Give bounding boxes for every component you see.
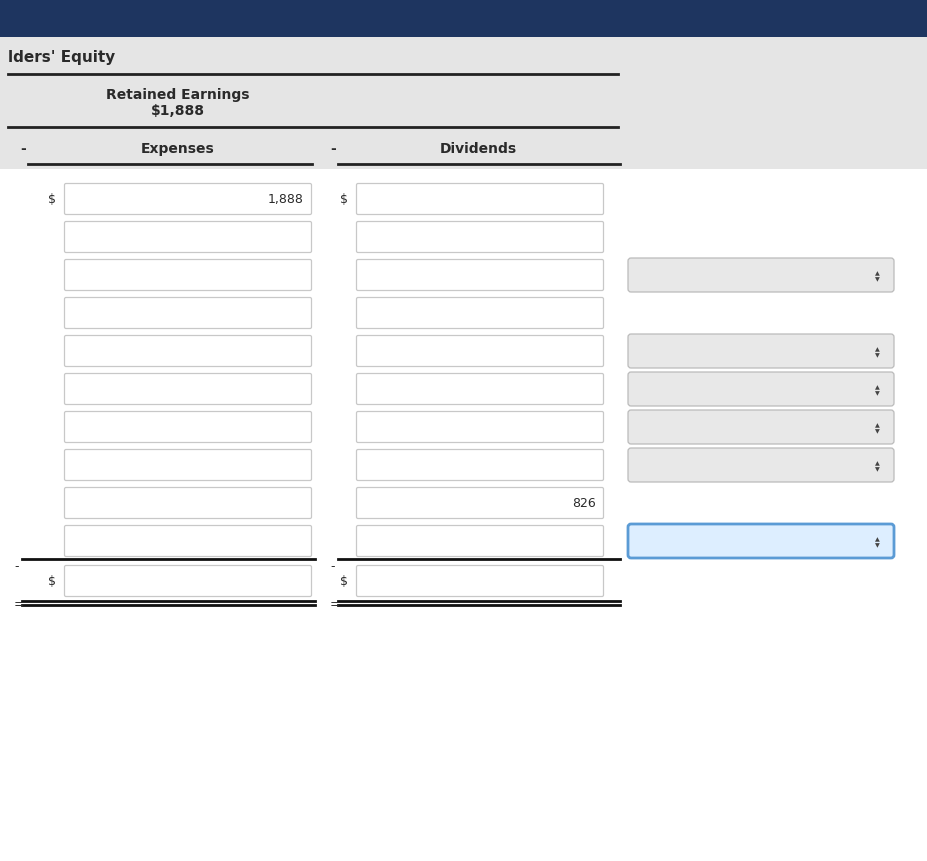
FancyBboxPatch shape (65, 412, 311, 443)
FancyBboxPatch shape (356, 260, 603, 291)
FancyBboxPatch shape (65, 336, 311, 367)
FancyBboxPatch shape (356, 184, 603, 215)
Text: ▲: ▲ (873, 271, 879, 276)
Text: ▼: ▼ (873, 467, 879, 472)
Text: $: $ (48, 575, 56, 588)
FancyBboxPatch shape (0, 38, 927, 170)
FancyBboxPatch shape (0, 38, 927, 861)
FancyBboxPatch shape (628, 524, 893, 558)
FancyBboxPatch shape (356, 336, 603, 367)
Text: Retained Earnings: Retained Earnings (106, 88, 249, 102)
Text: ▼: ▼ (873, 391, 879, 396)
FancyBboxPatch shape (628, 373, 893, 406)
FancyBboxPatch shape (356, 374, 603, 405)
Text: =: = (14, 598, 25, 610)
FancyBboxPatch shape (356, 450, 603, 481)
FancyBboxPatch shape (65, 222, 311, 253)
Text: lders' Equity: lders' Equity (8, 50, 115, 65)
FancyBboxPatch shape (65, 184, 311, 215)
Text: ▼: ▼ (873, 429, 879, 434)
Text: -: - (14, 560, 19, 573)
Text: ▲: ▲ (873, 537, 879, 542)
FancyBboxPatch shape (628, 449, 893, 482)
FancyBboxPatch shape (356, 488, 603, 519)
FancyBboxPatch shape (65, 488, 311, 519)
FancyBboxPatch shape (628, 335, 893, 369)
FancyBboxPatch shape (65, 374, 311, 405)
FancyBboxPatch shape (628, 411, 893, 444)
Text: $1,888: $1,888 (151, 104, 205, 118)
Text: -: - (20, 142, 26, 156)
Text: ▼: ▼ (873, 353, 879, 358)
Text: ▲: ▲ (873, 347, 879, 352)
FancyBboxPatch shape (356, 412, 603, 443)
Text: ▼: ▼ (873, 543, 879, 548)
Text: 1,888: 1,888 (268, 193, 304, 207)
Text: Expenses: Expenses (141, 142, 215, 156)
FancyBboxPatch shape (65, 260, 311, 291)
FancyBboxPatch shape (65, 526, 311, 557)
Text: ▼: ▼ (873, 277, 879, 282)
Text: ▲: ▲ (873, 423, 879, 428)
Text: $: $ (339, 575, 348, 588)
FancyBboxPatch shape (356, 298, 603, 329)
FancyBboxPatch shape (65, 298, 311, 329)
FancyBboxPatch shape (0, 0, 927, 38)
FancyBboxPatch shape (65, 566, 311, 597)
Text: ▲: ▲ (873, 461, 879, 466)
Text: =: = (330, 598, 340, 610)
Text: $: $ (339, 193, 348, 207)
Text: $: $ (48, 193, 56, 207)
Text: -: - (330, 142, 336, 156)
FancyBboxPatch shape (65, 450, 311, 481)
FancyBboxPatch shape (356, 566, 603, 597)
FancyBboxPatch shape (628, 258, 893, 293)
Text: Dividends: Dividends (439, 142, 516, 156)
Text: 826: 826 (572, 497, 595, 510)
Text: ▲: ▲ (873, 385, 879, 390)
Text: -: - (330, 560, 334, 573)
FancyBboxPatch shape (356, 526, 603, 557)
FancyBboxPatch shape (356, 222, 603, 253)
